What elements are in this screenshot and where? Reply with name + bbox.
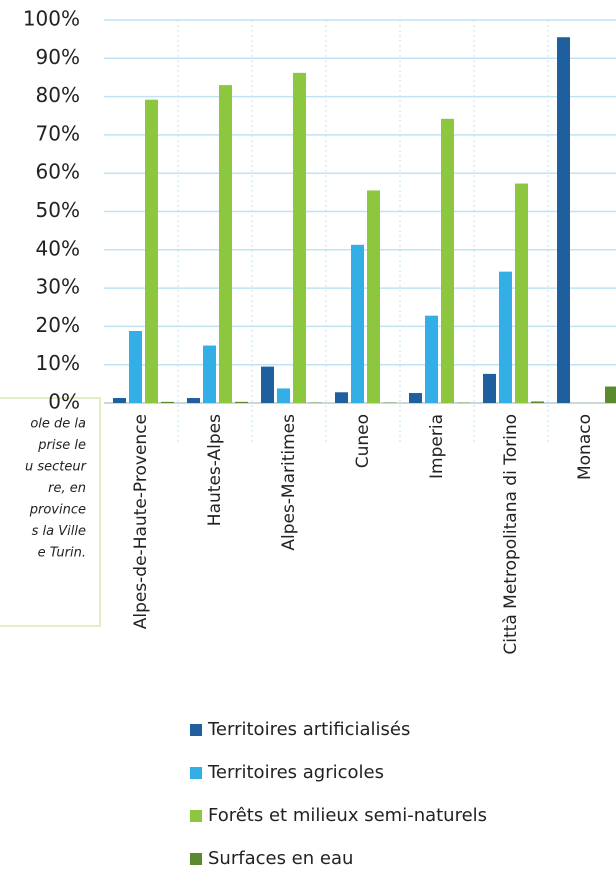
legend-label: Surfaces en eau [208,848,353,869]
annotation-line: ole de la [30,417,86,432]
bar [261,366,274,403]
y-tick-label: 10% [36,351,80,375]
legend-label: Territoires artificialisés [207,719,410,740]
annotation-line: e Turin. [38,546,86,561]
annotation-line: province [29,503,86,518]
bar [219,85,232,404]
bar [129,330,142,403]
legend-label: Forêts et milieux semi-naturels [208,805,487,826]
bar [187,398,200,403]
bar [335,392,348,403]
x-tick-label: Monaco [575,414,595,480]
bar [515,183,528,403]
bar [161,401,174,403]
x-tick-label: Hautes-Alpes [205,414,225,526]
legend-swatch [190,810,202,822]
bar [113,398,126,403]
bar [531,401,544,403]
annotation-line: s la Ville [32,524,86,539]
bar [409,393,422,403]
y-tick-label: 100% [23,7,80,31]
bar [351,244,364,403]
x-tick-label: Città Metropolitana di Torino [501,414,521,655]
x-tick-label: Alpes-de-Haute-Provence [131,414,151,629]
y-tick-label: 40% [36,236,80,260]
bar [203,345,216,403]
bar [293,72,306,403]
x-tick-label: Cuneo [353,414,373,468]
x-tick-label: Imperia [427,414,447,479]
bar [145,99,158,403]
y-tick-label: 70% [36,121,80,145]
annotation-line: u secteur [25,460,88,475]
legend-swatch [190,724,202,736]
y-tick-label: 20% [36,313,80,337]
bar [557,37,570,404]
bar [499,271,512,403]
bar [367,190,380,403]
y-tick-label: 0% [48,390,80,414]
legend-swatch [190,853,202,865]
bar [483,373,496,403]
bar [605,386,616,403]
y-tick-label: 60% [36,160,80,184]
y-tick-label: 30% [36,275,80,299]
annotation-line: prise le [37,438,86,453]
bar [425,315,438,403]
y-tick-label: 90% [36,45,80,69]
bar [235,401,248,403]
legend-swatch [190,767,202,779]
annotation-line: re, en [48,481,86,496]
bar [277,388,290,403]
bar [441,118,454,404]
annotation-box [0,397,101,627]
legend-label: Territoires agricoles [207,762,384,783]
x-tick-label: Alpes-Maritimes [279,414,299,551]
y-tick-label: 80% [36,83,80,107]
y-tick-label: 50% [36,198,80,222]
